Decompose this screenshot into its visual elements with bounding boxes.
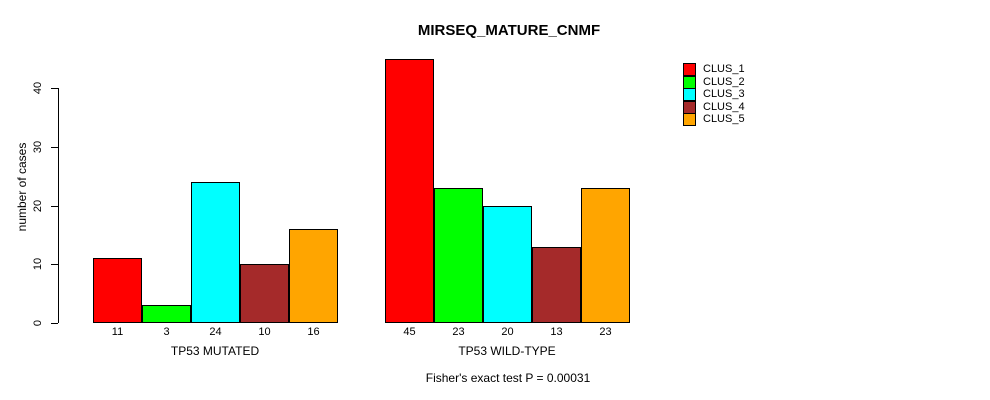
bar-value-label: 23 [452,326,465,338]
bar-value-label: 16 [307,326,320,338]
group-label-tp53-wild-type: TP53 WILD-TYPE [458,344,556,358]
bar-clus_5 [581,187,630,323]
bar-value-label: 24 [209,326,222,338]
legend-swatch-clus_2 [683,75,696,89]
bar-value-label: 3 [163,326,170,338]
bar-clus_3 [483,205,532,323]
y-tick-mark [51,146,58,148]
y-axis-line [58,88,59,323]
bar-clus_5 [289,229,338,323]
y-tick-mark [51,205,58,207]
legend-label-clus_2: CLUS_2 [703,75,745,88]
bar-clus_1 [93,258,142,323]
group-label-tp53-mutated: TP53 MUTATED [170,344,260,358]
bar-value-label: 45 [403,326,416,338]
y-tick-label: 30 [32,140,44,153]
bar-clus_3 [191,182,240,323]
bar-clus_1 [385,58,434,323]
bar-value-label: 13 [550,326,563,338]
bar-value-label: 23 [599,326,612,338]
y-tick-label: 10 [32,258,44,271]
bar-value-label: 11 [111,326,124,338]
legend-label-clus_1: CLUS_1 [703,63,745,75]
y-tick-mark [51,264,58,266]
chart-title: MIRSEQ_MATURE_CNMF [417,22,601,39]
y-tick-mark [51,88,58,89]
legend-swatch-clus_4 [683,100,696,114]
legend-label-clus_4: CLUS_4 [703,100,745,113]
fisher-test-subtitle: Fisher's exact test P = 0.00031 [425,371,591,385]
bar-clus_2 [142,305,191,323]
legend-swatch-clus_3 [683,88,696,101]
y-axis-label: number of cases [15,142,29,232]
bar-clus_4 [532,246,581,323]
bar-clus_4 [240,264,289,323]
legend-swatch-clus_1 [683,63,696,76]
legend-swatch-clus_5 [683,113,696,126]
y-tick-label: 40 [32,81,44,95]
y-tick-label: 20 [32,199,44,212]
bar-value-label: 20 [501,326,514,338]
bar-clus_2 [434,187,483,323]
y-tick-label: 0 [32,319,44,327]
legend-label-clus_3: CLUS_3 [703,88,745,100]
bar-value-label: 10 [258,326,271,338]
legend-label-clus_5: CLUS_5 [703,113,745,125]
y-tick-mark [51,323,58,324]
